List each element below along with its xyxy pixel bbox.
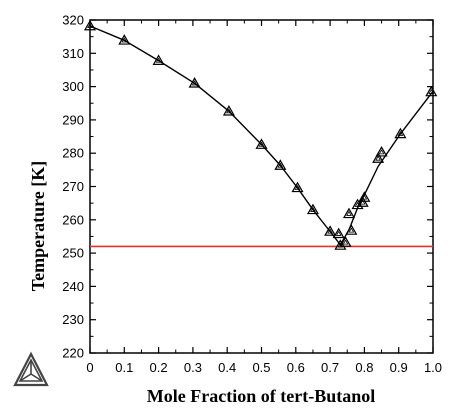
data-point-marker-inner [191,80,198,86]
plot-frame [89,19,434,354]
data-point-marker [83,19,97,31]
data-point-marker-inner [378,149,385,155]
y-axis-label: Temperature [K] [28,161,48,291]
fit-curve [89,25,434,246]
data-point-marker-inner [346,210,352,216]
data-point-marker-inner [277,162,284,168]
data-point-marker [334,239,347,250]
data-point-marker-inner [342,239,349,245]
y-tick-label: 260 [62,212,84,227]
y-tick-label: 310 [62,46,84,61]
x-tick-label: 0 [86,360,93,375]
data-markers-layer [83,19,438,250]
y-tick-label: 270 [62,179,84,194]
x-tick-label: 0.9 [390,360,408,375]
x-tick-label: 0.4 [218,360,236,375]
data-point-marker [306,203,319,215]
y-tick-label: 280 [62,146,84,161]
y-tick-label: 320 [62,13,84,28]
data-point-marker-inner [87,22,93,29]
data-point-marker-inner [375,155,382,161]
data-point-marker [345,224,358,235]
y-tick-label: 240 [62,279,84,294]
data-point-marker [274,159,287,170]
fit-curve-layer [89,25,434,246]
data-point-marker [372,152,385,163]
x-tick-label: 0.6 [287,360,305,375]
y-tick-label: 250 [62,246,84,261]
x-tick-label: 0.7 [321,360,339,375]
data-point-marker [394,127,407,139]
data-point-marker-inner [361,194,368,200]
data-point-marker-inner [294,184,301,190]
data-point-marker-inner [335,230,342,236]
data-point-marker [339,236,352,247]
data-point-marker [291,181,304,193]
plot-border [89,19,434,354]
data-point-marker-inner [397,130,404,136]
data-point-marker-inner [359,199,366,205]
x-tick-label: 0.8 [355,360,373,375]
y-tick-label: 220 [62,346,84,361]
x-tick-label: 1.0 [424,360,442,375]
data-point-marker [342,207,355,219]
x-axis-label: Mole Fraction of tert-Butanol [147,386,375,406]
data-point-marker [152,54,165,65]
data-point-marker-inner [310,206,316,212]
data-point-marker [332,227,345,239]
data-point-marker [222,105,235,116]
data-point-marker-inner [428,88,435,94]
data-point-marker-inner [226,108,232,114]
data-point-marker-inner [155,57,162,63]
data-point-marker [375,145,388,157]
x-tick-label: 0.5 [252,360,270,375]
data-point-marker [255,138,268,149]
axis-ticks-layer: 0 0.1 0.2 0.3 0.4 0.5 0.6 0.7 0.8 0.9 1.0 220 230 240… [62,13,442,376]
data-point-marker-inner [327,228,333,234]
data-point-marker [324,225,337,236]
y-tick-label: 300 [62,79,84,94]
x-tick-label: 0.2 [150,360,168,375]
data-point-marker [358,191,371,202]
data-point-marker-inner [258,141,265,147]
data-point-marker [118,34,131,45]
data-point-marker [356,196,369,207]
y-tick-label: 290 [62,112,84,127]
y-tick-label: 230 [62,312,84,327]
data-point-marker-inner [348,227,355,233]
data-point-marker-inner [121,37,128,43]
phase-diagram-triangle-icon [13,351,49,387]
data-point-marker [425,85,438,97]
x-tick-label: 0.1 [115,360,133,375]
data-point-marker [188,77,201,88]
x-tick-label: 0.3 [184,360,202,375]
